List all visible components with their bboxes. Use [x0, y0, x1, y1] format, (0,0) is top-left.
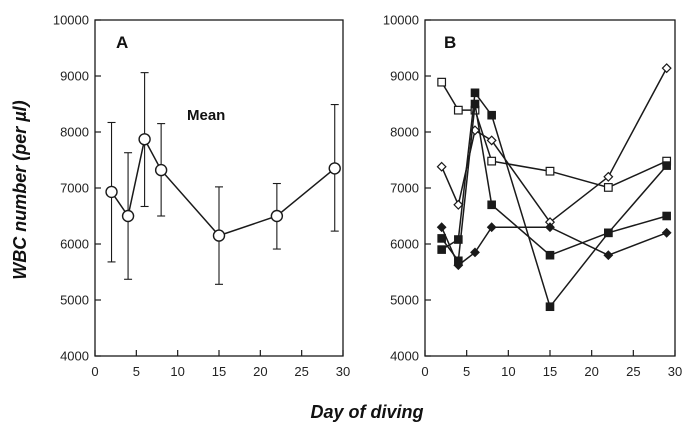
panel-a-y-tick-label: 10000 — [53, 13, 89, 28]
panel-a-series-1-point — [270, 209, 284, 223]
panel-a-y-tick-label: 7000 — [60, 181, 89, 196]
panel-b-label: B — [444, 33, 456, 52]
panel-b-chart: 0 5 10 15 20 25 30 4000 5000 6000 7000 8000 9000 1000… — [383, 13, 682, 380]
panel-a-series-1-point — [154, 163, 168, 177]
panel-b-series-5-point — [603, 250, 614, 261]
panel-b-x-tick-label: 25 — [626, 364, 640, 379]
panel-b-series-4-point — [604, 228, 613, 238]
panel-a-y-tick-label: 5000 — [60, 293, 89, 308]
panel-b-series-4-point — [437, 234, 446, 243]
panel-b-x-tick-label: 10 — [501, 364, 515, 379]
panel-b-x-tick-label: 5 — [463, 364, 470, 379]
panel-b-series-5-point — [545, 222, 555, 233]
panel-b-series-5-point — [453, 260, 464, 271]
panel-b-series-4-point — [470, 99, 480, 109]
panel-b-series-3-point — [662, 161, 671, 170]
panel-b-series-1-point — [487, 156, 497, 166]
panel-b-series-5-point — [486, 222, 497, 233]
panel-b-series-2-point — [453, 199, 464, 210]
panel-b-series-4-point — [487, 200, 496, 210]
panel-b-series-5-point — [436, 222, 447, 233]
panel-b-y-tick-label: 9000 — [390, 69, 419, 84]
panel-b-series-5-point — [661, 227, 672, 238]
panel-b-y-tick-label: 8000 — [390, 125, 419, 140]
panel-a-y-tick-label: 6000 — [60, 237, 89, 252]
panel-a-x-tick-label: 15 — [212, 364, 226, 379]
panel-b-series-2-point — [661, 63, 672, 74]
panel-b-series-3-point — [487, 110, 496, 120]
panel-a-label: A — [116, 33, 128, 52]
panel-b-y-tick-label: 6000 — [390, 237, 419, 252]
panel-b-y-tick-label: 10000 — [383, 13, 419, 28]
panel-b-series-2-point — [486, 135, 497, 146]
panel-b-series-3-line — [441, 90, 668, 309]
panel-b-series-3-point — [470, 88, 480, 98]
panel-b-x-tick-label: 0 — [421, 364, 428, 379]
panel-a-y-tick-label: 8000 — [60, 125, 89, 140]
panel-a-series-1-point — [328, 162, 341, 175]
panel-a-x-tick-label: 0 — [91, 364, 98, 379]
panel-b-y-tick-label: 5000 — [390, 293, 419, 308]
panel-b-x-tick-label: 15 — [543, 364, 557, 379]
panel-b-series-2-point — [603, 171, 614, 182]
x-axis-title: Day of diving — [310, 402, 423, 422]
panel-b-series-3-point — [454, 235, 463, 244]
panel-b-series-4-point — [662, 211, 671, 221]
panel-a-series-1-point — [121, 209, 135, 223]
panel-a-y-tick-label: 9000 — [60, 69, 89, 84]
panel-b-x-tick-label: 20 — [584, 364, 598, 379]
panel-b-series-5-point — [470, 247, 480, 258]
panel-a-series-1-point — [105, 185, 118, 199]
panel-b-series-5-line — [440, 226, 667, 267]
panel-a-x-tick-label: 25 — [294, 364, 308, 379]
panel-b-x-tick-label: 30 — [668, 364, 682, 379]
panel-a-annotation: Mean — [187, 107, 225, 124]
panel-b-series-1-point — [437, 77, 447, 87]
panel-b-series-1-point — [545, 166, 555, 176]
panel-a-chart: 0 5 10 15 20 25 30 4000 5000 6000 7000 8000 9000 1000… — [53, 13, 350, 380]
panel-a-x-tick-label: 5 — [133, 364, 140, 379]
panel-b-series-4-point — [545, 250, 555, 260]
y-axis-title: WBC number (per µl) — [10, 100, 30, 279]
panel-a-x-tick-label: 20 — [253, 364, 267, 379]
panel-b-y-tick-label: 4000 — [390, 349, 419, 364]
panel-b-series-3-point — [437, 245, 446, 254]
panel-a-y-tick-label: 4000 — [60, 349, 89, 364]
panel-a-x-tick-label: 30 — [336, 364, 350, 379]
panel-a-x-tick-label: 10 — [170, 364, 184, 379]
panel-a-series-1-point — [212, 229, 226, 242]
panel-b-y-tick-label: 7000 — [390, 181, 419, 196]
panel-b-series-3-point — [545, 302, 555, 312]
panel-b-series-1-point — [603, 183, 613, 192]
panel-b-series-2-point — [436, 161, 447, 172]
panel-a-series-1-point — [138, 133, 151, 146]
panel-b-series-1-point — [453, 105, 463, 115]
